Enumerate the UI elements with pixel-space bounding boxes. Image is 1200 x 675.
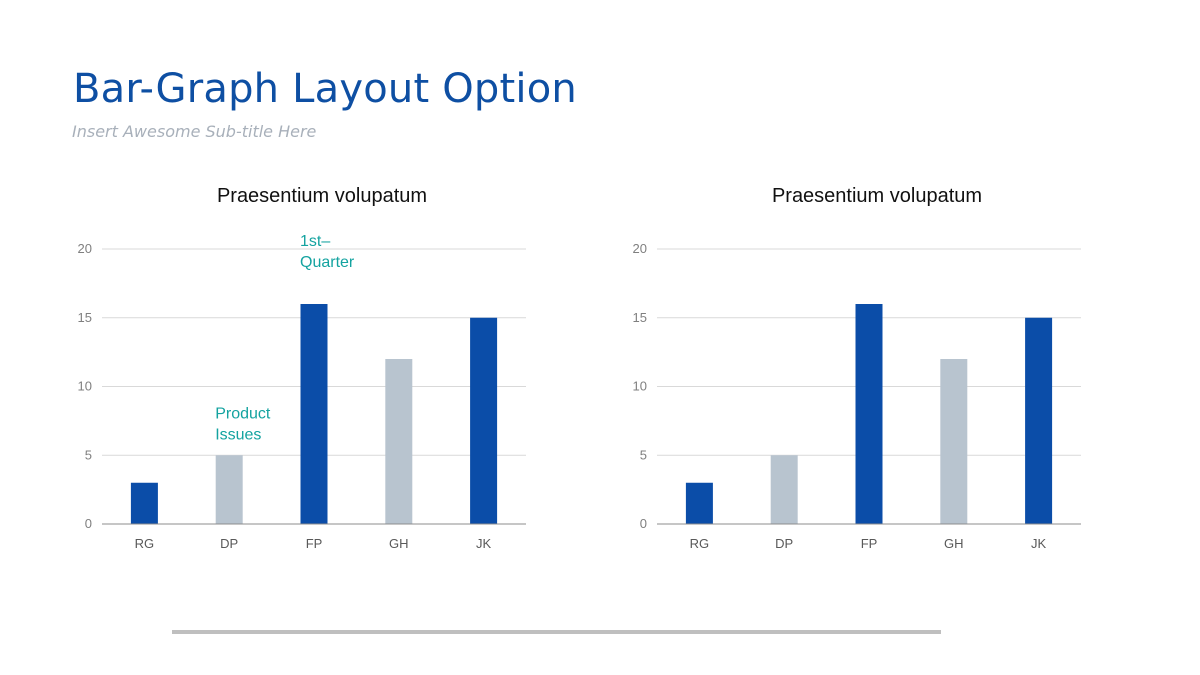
x-tick-label: RG <box>690 536 710 551</box>
slide-title: Bar-Graph Layout Option <box>73 66 577 112</box>
slide-subtitle: Insert Awesome Sub-title Here <box>72 122 317 141</box>
y-tick-label: 15 <box>78 310 92 325</box>
x-tick-label: FP <box>861 536 878 551</box>
y-tick-label: 20 <box>78 241 92 256</box>
x-tick-label: RG <box>135 536 155 551</box>
bar-chart-left-svg: Praesentium volupatum 0 5 10 15 20 RG DP FP GH JK P… <box>78 185 526 551</box>
bar-jk <box>470 317 498 524</box>
bar-chart-left: Praesentium volupatum 0 5 10 15 20 RG DP FP GH JK P… <box>60 175 560 565</box>
y-tick-label: 0 <box>640 516 647 531</box>
bar-dp <box>215 455 243 524</box>
bar-gh <box>940 359 968 524</box>
x-tick-label: DP <box>775 536 793 551</box>
annotation-line: 1st– <box>300 233 330 250</box>
bar-rg <box>685 482 713 524</box>
x-tick-label: GH <box>389 536 409 551</box>
annotation-line: Issues <box>215 426 261 443</box>
bottom-divider <box>172 630 941 634</box>
bar-gh <box>385 359 413 524</box>
bar-dp <box>770 455 798 524</box>
bar-jk <box>1025 317 1053 524</box>
y-tick-label: 5 <box>85 447 92 462</box>
y-tick-label: 20 <box>633 241 647 256</box>
x-tick-label: FP <box>306 536 323 551</box>
annotation-line: Product <box>215 405 271 422</box>
y-tick-label: 10 <box>78 379 92 394</box>
annotation-fp: 1st– Quarter <box>300 233 355 271</box>
bar-fp <box>300 304 328 524</box>
x-tick-label: JK <box>1031 536 1047 551</box>
x-tick-label: DP <box>220 536 238 551</box>
chart-title: Praesentium volupatum <box>217 185 427 207</box>
annotation-line: Quarter <box>300 254 355 271</box>
bar-fp <box>855 304 883 524</box>
y-tick-label: 0 <box>85 516 92 531</box>
bar-chart-right-svg: Praesentium volupatum 0 5 10 15 20 RG DP FP GH JK <box>633 185 1081 551</box>
y-tick-label: 15 <box>633 310 647 325</box>
annotation-dp: Product Issues <box>215 405 271 443</box>
y-tick-label: 10 <box>633 379 647 394</box>
x-tick-label: GH <box>944 536 964 551</box>
y-tick-label: 5 <box>640 447 647 462</box>
bar-chart-right: Praesentium volupatum 0 5 10 15 20 RG DP FP GH JK <box>615 175 1115 565</box>
x-tick-label: JK <box>476 536 492 551</box>
bar-rg <box>130 482 158 524</box>
chart-title: Praesentium volupatum <box>772 185 982 207</box>
